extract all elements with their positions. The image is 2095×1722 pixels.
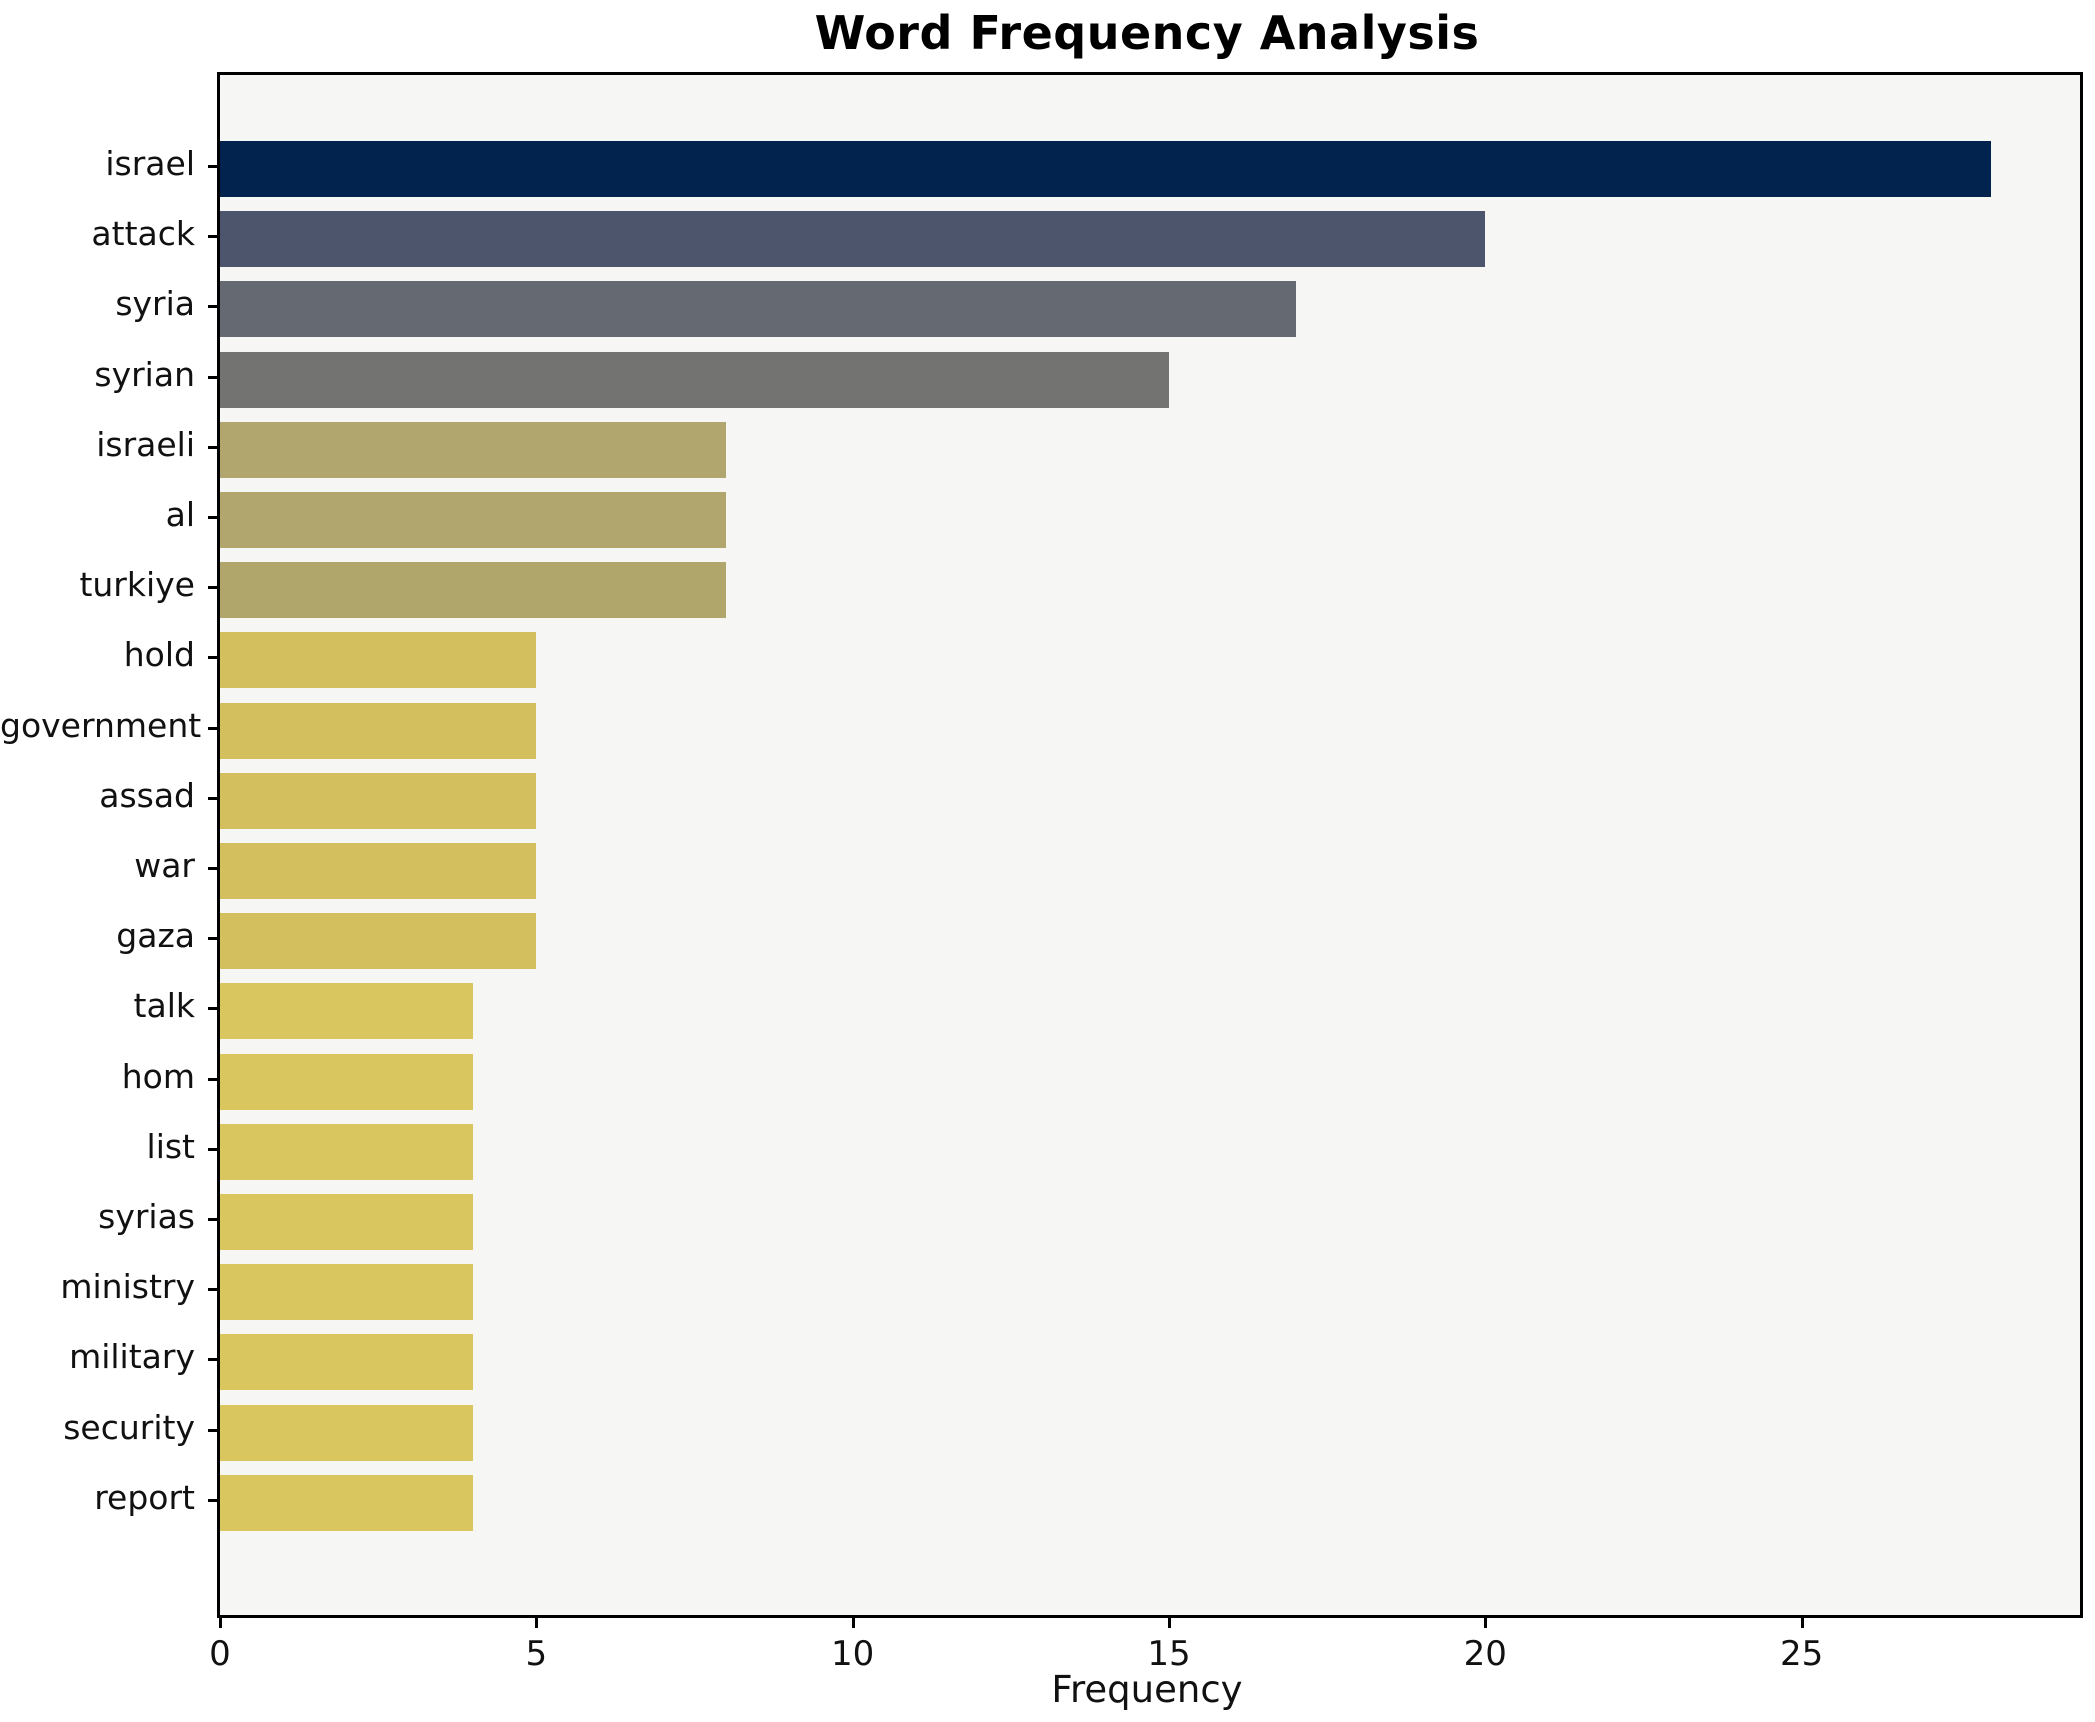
y-tick-label-hom: hom [121,1056,195,1096]
bar-syria [220,281,1296,338]
y-tick-label-turkiye: turkiye [79,565,195,605]
y-tick-label-israeli: israeli [96,424,195,464]
bar-al [220,492,727,548]
y-tick-label-syrian: syrian [94,354,195,394]
bar-report [220,1474,474,1531]
bar-gaza [220,913,537,970]
y-tick-mark [208,165,217,168]
y-tick-mark [208,937,217,941]
y-tick-label-israel: israel [105,144,195,183]
y-tick-mark [208,867,217,870]
bar-list [220,1123,474,1180]
y-tick-label-war: war [134,846,195,885]
y-tick-label-list: list [146,1126,195,1166]
bar-turkiye [220,562,727,619]
y-tick-mark [208,235,217,239]
x-tick-mark [1484,1618,1488,1628]
x-tick-mark [219,1618,222,1628]
y-tick-label-ministry: ministry [60,1267,195,1307]
y-tick-label-military: military [69,1337,195,1377]
y-tick-label-syrias: syrias [98,1197,195,1236]
y-tick-mark [208,375,217,379]
plot-area [217,72,2083,1618]
x-tick-label-0: 0 [209,1634,231,1674]
bar-ministry [220,1264,474,1321]
x-tick-mark [1800,1618,1804,1628]
y-tick-mark [208,1428,217,1432]
y-tick-label-security: security [63,1407,195,1447]
y-tick-label-gaza: gaza [116,916,195,956]
y-tick-mark [208,1077,217,1081]
bar-government [220,702,537,759]
bar-war [220,843,537,899]
bar-hold [220,632,537,689]
y-tick-label-assad: assad [99,775,195,815]
x-tick-label-15: 15 [1147,1634,1191,1674]
bar-israel [220,141,1992,197]
y-tick-mark [208,656,217,660]
x-axis-label: Frequency [1051,1668,1243,1711]
bar-military [220,1334,474,1391]
bar-security [220,1404,474,1461]
bar-attack [220,211,1486,268]
x-tick-label-25: 25 [1779,1634,1824,1674]
y-tick-mark [208,1358,217,1362]
x-tick-label-20: 20 [1463,1634,1507,1674]
y-tick-mark [208,1288,217,1292]
y-tick-mark [208,516,217,519]
x-tick-label-10: 10 [831,1634,875,1674]
bar-israeli [220,421,727,478]
y-tick-mark [208,726,217,730]
bar-assad [220,772,537,829]
y-tick-mark [208,796,217,800]
y-tick-label-report: report [94,1477,195,1517]
chart-title: Word Frequency Analysis [814,6,1480,60]
bar-talk [220,983,474,1040]
bar-hom [220,1053,474,1110]
y-tick-label-attack: attack [91,214,195,254]
y-tick-label-government: government [0,705,202,745]
bar-syrian [220,351,1169,408]
x-tick-mark [851,1618,855,1628]
x-tick-mark [535,1618,539,1628]
y-tick-mark [208,305,217,309]
x-tick-mark [1167,1618,1171,1628]
y-tick-label-hold: hold [123,635,195,675]
x-tick-label-5: 5 [525,1634,548,1674]
y-tick-label-talk: talk [133,986,195,1026]
y-tick-mark [208,1007,217,1011]
bar-syrias [220,1194,474,1250]
y-tick-mark [208,586,217,590]
y-tick-mark [208,1498,217,1502]
y-tick-label-al: al [165,495,195,534]
y-tick-mark [208,1147,217,1151]
y-tick-mark [208,445,217,449]
y-tick-mark [208,1218,217,1221]
y-tick-label-syria: syria [115,284,195,324]
